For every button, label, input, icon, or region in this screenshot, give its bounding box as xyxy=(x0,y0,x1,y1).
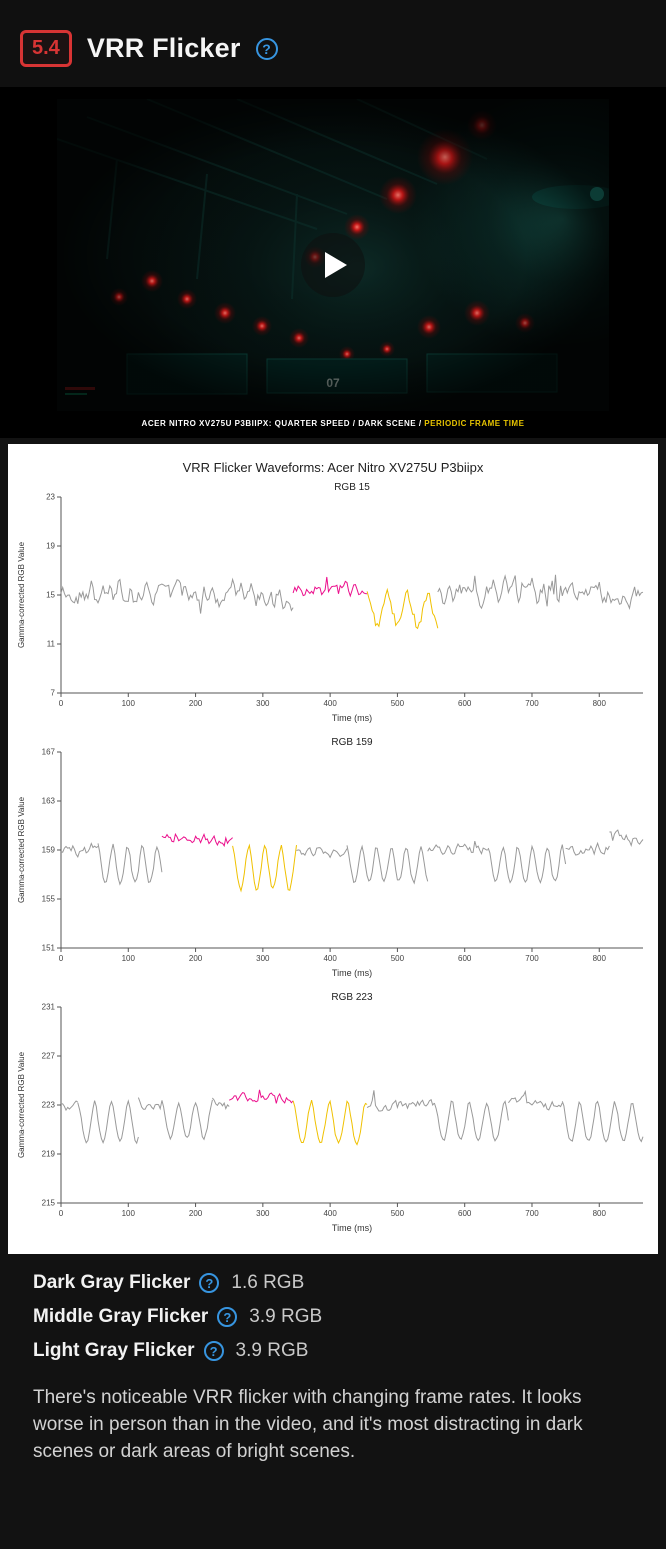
svg-text:300: 300 xyxy=(256,954,270,963)
svg-text:800: 800 xyxy=(593,1209,607,1218)
vrr-flicker-section: 5.4 VRR Flicker ? xyxy=(0,0,666,1463)
waveform-chart-rgb-159: RGB 159 151 155 159 163 167 0 100 200 300 400 500 60… xyxy=(13,734,653,989)
svg-text:RGB 223: RGB 223 xyxy=(331,992,373,1003)
metric-value: 1.6 RGB xyxy=(231,1272,305,1293)
video-caption-main: ACER NITRO XV275U P3BIIPX: QUARTER SPEED… xyxy=(141,419,425,428)
svg-text:800: 800 xyxy=(593,699,607,708)
svg-text:800: 800 xyxy=(593,954,607,963)
svg-text:RGB 15: RGB 15 xyxy=(334,482,370,493)
svg-text:600: 600 xyxy=(458,699,472,708)
svg-text:600: 600 xyxy=(458,1209,472,1218)
svg-text:700: 700 xyxy=(525,954,539,963)
waveform-chart-rgb-223: RGB 223 215 219 223 227 231 0 100 200 300 400 500 60… xyxy=(13,989,653,1244)
description-text: There's noticeable VRR flicker with chan… xyxy=(33,1387,583,1463)
svg-text:500: 500 xyxy=(391,1209,405,1218)
svg-text:700: 700 xyxy=(525,699,539,708)
svg-text:11: 11 xyxy=(47,640,56,649)
svg-text:Time (ms): Time (ms) xyxy=(332,968,372,978)
metric-label: Middle Gray Flicker xyxy=(33,1306,209,1327)
svg-text:223: 223 xyxy=(42,1101,56,1110)
svg-text:159: 159 xyxy=(42,846,56,855)
waveform-chart-rgb-15: RGB 15 7 11 15 19 23 0 100 200 300 400 500 600 700 800… xyxy=(13,479,653,734)
svg-text:7: 7 xyxy=(51,689,56,698)
svg-text:100: 100 xyxy=(122,699,136,708)
waveform-charts: RGB 15 7 11 15 19 23 0 100 200 300 400 500 600 700 800… xyxy=(8,479,658,1244)
metric-help-icon[interactable]: ? xyxy=(203,1341,224,1361)
svg-text:RGB 159: RGB 159 xyxy=(331,737,373,748)
svg-text:23: 23 xyxy=(46,493,55,502)
svg-text:151: 151 xyxy=(42,944,56,953)
svg-text:Gamma-corrected RGB Value: Gamma-corrected RGB Value xyxy=(17,796,26,903)
svg-text:100: 100 xyxy=(122,954,136,963)
svg-text:19: 19 xyxy=(46,542,55,551)
video-caption: ACER NITRO XV275U P3BIIPX: QUARTER SPEED… xyxy=(142,419,525,428)
svg-text:Gamma-corrected RGB Value: Gamma-corrected RGB Value xyxy=(17,541,26,648)
svg-text:500: 500 xyxy=(391,954,405,963)
metric-label: Dark Gray Flicker xyxy=(33,1272,191,1293)
waveform-panel: VRR Flicker Waveforms: Acer Nitro XV275U… xyxy=(8,444,658,1254)
video-player[interactable]: 07 ACER NITRO XV275U P3BIIPX: QUARTER SP… xyxy=(0,87,666,438)
flicker-metrics: Dark Gray Flicker ? 1.6 RGB Middle Gray … xyxy=(0,1254,666,1362)
svg-text:219: 219 xyxy=(42,1150,56,1159)
svg-text:300: 300 xyxy=(256,699,270,708)
help-icon[interactable]: ? xyxy=(255,37,278,60)
svg-text:0: 0 xyxy=(59,954,64,963)
svg-text:500: 500 xyxy=(391,699,405,708)
waveform-panel-title: VRR Flicker Waveforms: Acer Nitro XV275U… xyxy=(182,460,484,475)
svg-text:100: 100 xyxy=(122,1209,136,1218)
svg-text:155: 155 xyxy=(42,895,56,904)
metric-row-dark-gray: Dark Gray Flicker ? 1.6 RGB xyxy=(33,1272,666,1294)
svg-text:15: 15 xyxy=(46,591,55,600)
score-badge: 5.4 xyxy=(20,30,72,67)
svg-text:163: 163 xyxy=(42,797,56,806)
svg-text:400: 400 xyxy=(323,954,337,963)
svg-text:400: 400 xyxy=(323,1209,337,1218)
svg-text:700: 700 xyxy=(525,1209,539,1218)
play-button[interactable] xyxy=(301,233,365,297)
svg-text:200: 200 xyxy=(189,954,203,963)
svg-text:215: 215 xyxy=(42,1199,56,1208)
svg-text:0: 0 xyxy=(59,1209,64,1218)
svg-text:0: 0 xyxy=(59,699,64,708)
svg-text:600: 600 xyxy=(458,954,472,963)
svg-text:200: 200 xyxy=(189,699,203,708)
metric-help-icon[interactable]: ? xyxy=(217,1307,238,1327)
metric-value: 3.9 RGB xyxy=(249,1306,323,1327)
svg-text:Time (ms): Time (ms) xyxy=(332,713,372,723)
svg-text:Time (ms): Time (ms) xyxy=(332,1223,372,1233)
svg-text:227: 227 xyxy=(42,1052,56,1061)
video-caption-highlight: PERIODIC FRAME TIME xyxy=(424,419,525,428)
metric-label: Light Gray Flicker xyxy=(33,1340,195,1361)
svg-text:Gamma-corrected RGB Value: Gamma-corrected RGB Value xyxy=(17,1051,26,1158)
play-icon xyxy=(325,252,347,278)
metric-row-middle-gray: Middle Gray Flicker ? 3.9 RGB xyxy=(33,1306,666,1328)
metric-value: 3.9 RGB xyxy=(235,1340,309,1361)
metric-help-icon[interactable]: ? xyxy=(199,1273,220,1293)
svg-text:167: 167 xyxy=(42,748,56,757)
page-title: VRR Flicker xyxy=(86,33,241,63)
svg-text:200: 200 xyxy=(189,1209,203,1218)
metric-row-light-gray: Light Gray Flicker ? 3.9 RGB xyxy=(33,1340,666,1362)
svg-text:300: 300 xyxy=(256,1209,270,1218)
svg-text:231: 231 xyxy=(42,1003,56,1012)
svg-text:400: 400 xyxy=(323,699,337,708)
section-header: 5.4 VRR Flicker ? xyxy=(0,0,666,87)
